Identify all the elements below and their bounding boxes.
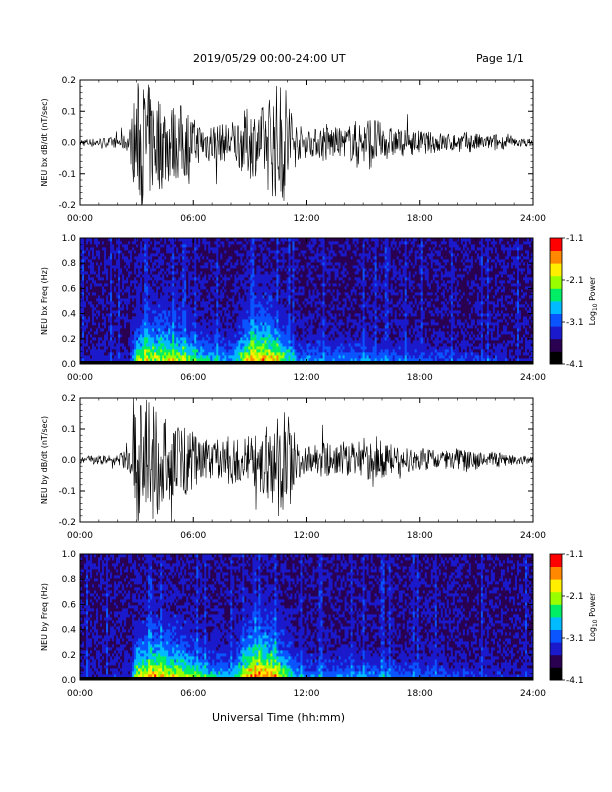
x-tick-label: 18:00 [407, 531, 433, 541]
colorbar: -1.1 -2.1 -3.1 -4.1 Log10 Power [550, 234, 599, 370]
colorbar-tick-label: -3.1 [566, 318, 584, 328]
y-tick-label: 0.2 [62, 335, 76, 345]
y-tick-label: 0.6 [62, 284, 77, 294]
colorbar-tick-label: -3.1 [566, 634, 584, 644]
panel-bx_spec: 0.0 0.2 0.4 0.6 0.8 1.0 00:00 06:00 12:00 18:00 24… [40, 234, 599, 383]
y-tick-label: -0.2 [58, 518, 76, 528]
panel-by_spec: 0.0 0.2 0.4 0.6 0.8 1.0 00:00 06:00 12:00 18:00 24… [40, 550, 599, 699]
x-tick-label: 00:00 [67, 531, 93, 541]
y-tick-label: 1.0 [62, 550, 77, 560]
colorbar-tick-label: -2.1 [566, 592, 584, 602]
x-tick-label: 00:00 [67, 689, 93, 699]
waveform-trace [80, 398, 533, 522]
colorbar-tick-label: -4.1 [566, 360, 584, 370]
y-tick-label: 0.2 [62, 76, 76, 86]
y-tick-label: 0.0 [62, 139, 77, 149]
x-tick-label: 00:00 [67, 373, 93, 383]
colorbar-tick-label: -4.1 [566, 676, 584, 686]
x-tick-label: 12:00 [294, 689, 320, 699]
x-tick-label: 12:00 [294, 373, 320, 383]
colorbar-title: Log10 Power [588, 592, 599, 641]
y-axis-title: NEU by Freq (Hz) [40, 583, 49, 651]
y-tick-label: 1.0 [62, 234, 77, 244]
y-tick-label: 0.2 [62, 651, 76, 661]
x-tick-label: 18:00 [407, 373, 433, 383]
x-tick-label: 06:00 [180, 689, 206, 699]
y-tick-label: 0.4 [62, 626, 77, 636]
x-tick-label: 24:00 [520, 214, 546, 224]
colorbar-tick-label: -2.1 [566, 276, 584, 286]
x-tick-label: 24:00 [520, 689, 546, 699]
x-tick-label: 06:00 [180, 373, 206, 383]
y-tick-label: 0.8 [62, 259, 77, 269]
y-axis-title: NEU by dB/dt (nT/sec) [40, 416, 49, 504]
y-tick-label: 0.4 [62, 310, 77, 320]
colorbar: -1.1 -2.1 -3.1 -4.1 Log10 Power [550, 550, 599, 686]
x-tick-label: 18:00 [407, 689, 433, 699]
y-tick-label: -0.1 [58, 487, 76, 497]
x-tick-label: 24:00 [520, 531, 546, 541]
y-tick-label: 0.2 [62, 394, 76, 404]
y-tick-label: 0.0 [62, 456, 77, 466]
panel-by_wave: -0.2 -0.1 0.0 0.1 0.2 00:00 06:00 12:00 18:00 24:… [40, 394, 546, 541]
x-tick-label: 06:00 [180, 531, 206, 541]
time-axis-title: Universal Time (hh:mm) [212, 711, 345, 724]
x-tick-label: 06:00 [180, 214, 206, 224]
x-tick-label: 12:00 [294, 214, 320, 224]
x-tick-label: 24:00 [520, 373, 546, 383]
y-axis-title: NEU bx dB/dt (nT/sec) [40, 98, 49, 186]
y-tick-label: 0.8 [62, 575, 77, 585]
y-tick-label: 0.1 [62, 107, 76, 117]
x-tick-label: 00:00 [67, 214, 93, 224]
colorbar-title: Log10 Power [588, 276, 599, 325]
y-tick-label: -0.2 [58, 201, 76, 211]
y-tick-label: 0.1 [62, 425, 76, 435]
y-tick-label: -0.1 [58, 170, 76, 180]
panel-bx_wave: -0.2 -0.1 0.0 0.1 0.2 00:00 06:00 12:00 18:00 24:… [40, 76, 546, 224]
y-tick-label: 0.0 [62, 360, 77, 370]
y-axis-title: NEU bx Freq (Hz) [40, 267, 49, 335]
y-tick-label: 0.6 [62, 600, 77, 610]
colorbar-tick-label: -1.1 [566, 550, 584, 560]
colorbar-tick-label: -1.1 [566, 234, 584, 244]
y-tick-label: 0.0 [62, 676, 77, 686]
waveform-trace [80, 83, 533, 205]
x-tick-label: 18:00 [407, 214, 433, 224]
x-tick-label: 12:00 [294, 531, 320, 541]
